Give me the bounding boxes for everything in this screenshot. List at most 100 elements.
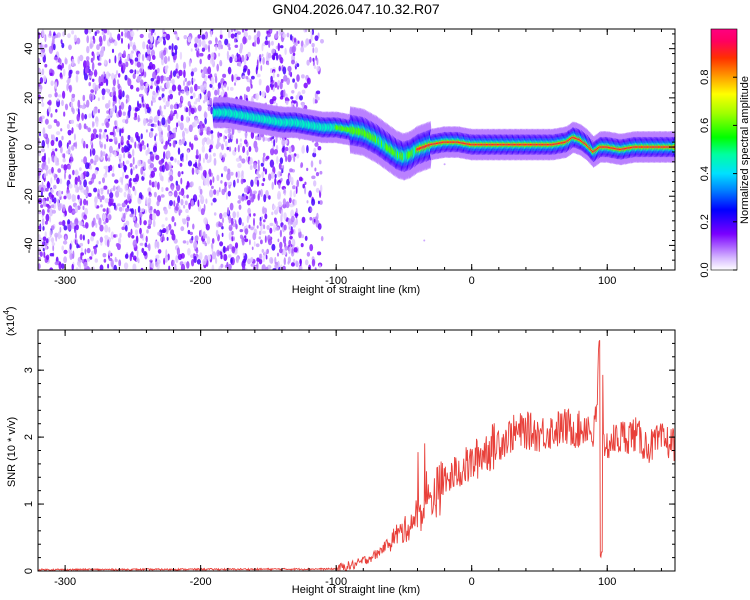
noise-speckle <box>94 154 99 163</box>
noise-speckle <box>64 58 68 65</box>
noise-speckle <box>255 66 258 75</box>
noise-speckle <box>213 212 217 216</box>
noise-speckle <box>246 156 248 162</box>
noise-speckle <box>193 240 198 250</box>
noise-speckle <box>302 144 305 151</box>
noise-speckle <box>52 202 57 210</box>
noise-speckle <box>249 189 253 197</box>
noise-speckle <box>125 94 130 99</box>
noise-speckle <box>190 71 194 77</box>
noise-speckle <box>200 125 204 133</box>
noise-speckle <box>311 198 316 206</box>
noise-speckle <box>84 66 89 74</box>
noise-speckle <box>84 73 88 81</box>
noise-speckle <box>121 146 125 153</box>
noise-speckle <box>62 31 66 37</box>
noise-speckle <box>72 250 75 259</box>
noise-speckle <box>258 258 263 265</box>
noise-speckle <box>280 177 283 182</box>
noise-speckle <box>253 193 256 200</box>
spectrogram-ridge <box>212 96 675 242</box>
noise-speckle <box>49 30 52 37</box>
noise-speckle <box>87 127 91 133</box>
noise-speckle <box>103 29 108 34</box>
noise-speckle <box>282 198 286 206</box>
noise-speckle <box>102 253 107 258</box>
noise-speckle <box>82 234 85 241</box>
noise-speckle <box>177 160 180 165</box>
noise-speckle <box>277 42 280 52</box>
snr-line-group <box>38 340 675 571</box>
noise-speckle <box>234 38 237 43</box>
noise-speckle <box>300 46 305 53</box>
noise-speckle <box>145 51 148 59</box>
noise-speckle <box>68 84 73 93</box>
noise-speckle <box>226 146 230 151</box>
noise-speckle <box>102 151 106 157</box>
noise-speckle <box>263 224 266 230</box>
noise-speckle <box>107 263 110 269</box>
noise-speckle <box>261 53 264 57</box>
noise-speckle <box>88 82 91 87</box>
noise-speckle <box>71 145 75 151</box>
noise-speckle <box>199 58 202 65</box>
noise-speckle <box>296 153 300 159</box>
noise-speckle <box>183 204 186 209</box>
noise-speckle <box>251 246 254 251</box>
noise-speckle <box>304 181 307 185</box>
noise-speckle <box>97 108 100 114</box>
noise-speckle <box>104 224 109 233</box>
noise-speckle <box>145 82 149 89</box>
noise-speckle <box>134 57 139 62</box>
noise-speckle <box>139 234 144 239</box>
noise-speckle <box>202 231 206 240</box>
noise-speckle <box>139 242 144 246</box>
noise-speckle <box>256 170 260 176</box>
noise-speckle <box>157 249 162 254</box>
noise-speckle <box>53 56 59 61</box>
noise-speckle <box>114 151 117 158</box>
noise-speckle <box>300 40 304 48</box>
noise-speckle <box>175 68 178 74</box>
noise-speckle <box>206 126 211 135</box>
noise-speckle <box>107 157 111 162</box>
noise-speckle <box>129 69 134 74</box>
noise-speckle <box>300 162 304 168</box>
noise-speckle <box>89 70 93 76</box>
noise-speckle <box>231 236 234 242</box>
noise-speckle <box>205 223 210 231</box>
noise-speckle <box>122 111 126 116</box>
noise-speckle <box>194 83 198 92</box>
svg-text:(x104): (x104) <box>2 306 17 336</box>
noise-speckle <box>234 242 239 249</box>
noise-speckle <box>58 140 63 149</box>
noise-speckle <box>310 160 314 168</box>
noise-speckle <box>165 163 170 171</box>
noise-speckle <box>193 101 198 105</box>
noise-speckle <box>217 137 220 145</box>
noise-speckle <box>142 41 146 50</box>
noise-speckle <box>43 134 47 138</box>
noise-speckle <box>194 161 198 169</box>
noise-speckle <box>277 85 280 90</box>
noise-speckle <box>219 241 224 247</box>
noise-speckle <box>283 212 287 221</box>
noise-speckle <box>155 154 160 161</box>
noise-speckle <box>117 83 121 90</box>
noise-speckle <box>54 232 59 238</box>
noise-speckle <box>318 264 321 269</box>
noise-speckle <box>301 89 306 95</box>
noise-speckle <box>215 44 218 52</box>
noise-speckle <box>294 213 299 217</box>
noise-speckle <box>67 219 71 225</box>
noise-speckle <box>273 52 277 56</box>
noise-speckle <box>178 209 183 214</box>
noise-speckle <box>279 241 283 249</box>
noise-speckle <box>292 78 295 83</box>
noise-speckle <box>181 90 185 95</box>
noise-speckle <box>234 55 238 62</box>
noise-speckle <box>156 67 160 74</box>
noise-speckle <box>195 98 200 102</box>
noise-speckle <box>289 189 293 198</box>
noise-speckle <box>139 79 144 87</box>
